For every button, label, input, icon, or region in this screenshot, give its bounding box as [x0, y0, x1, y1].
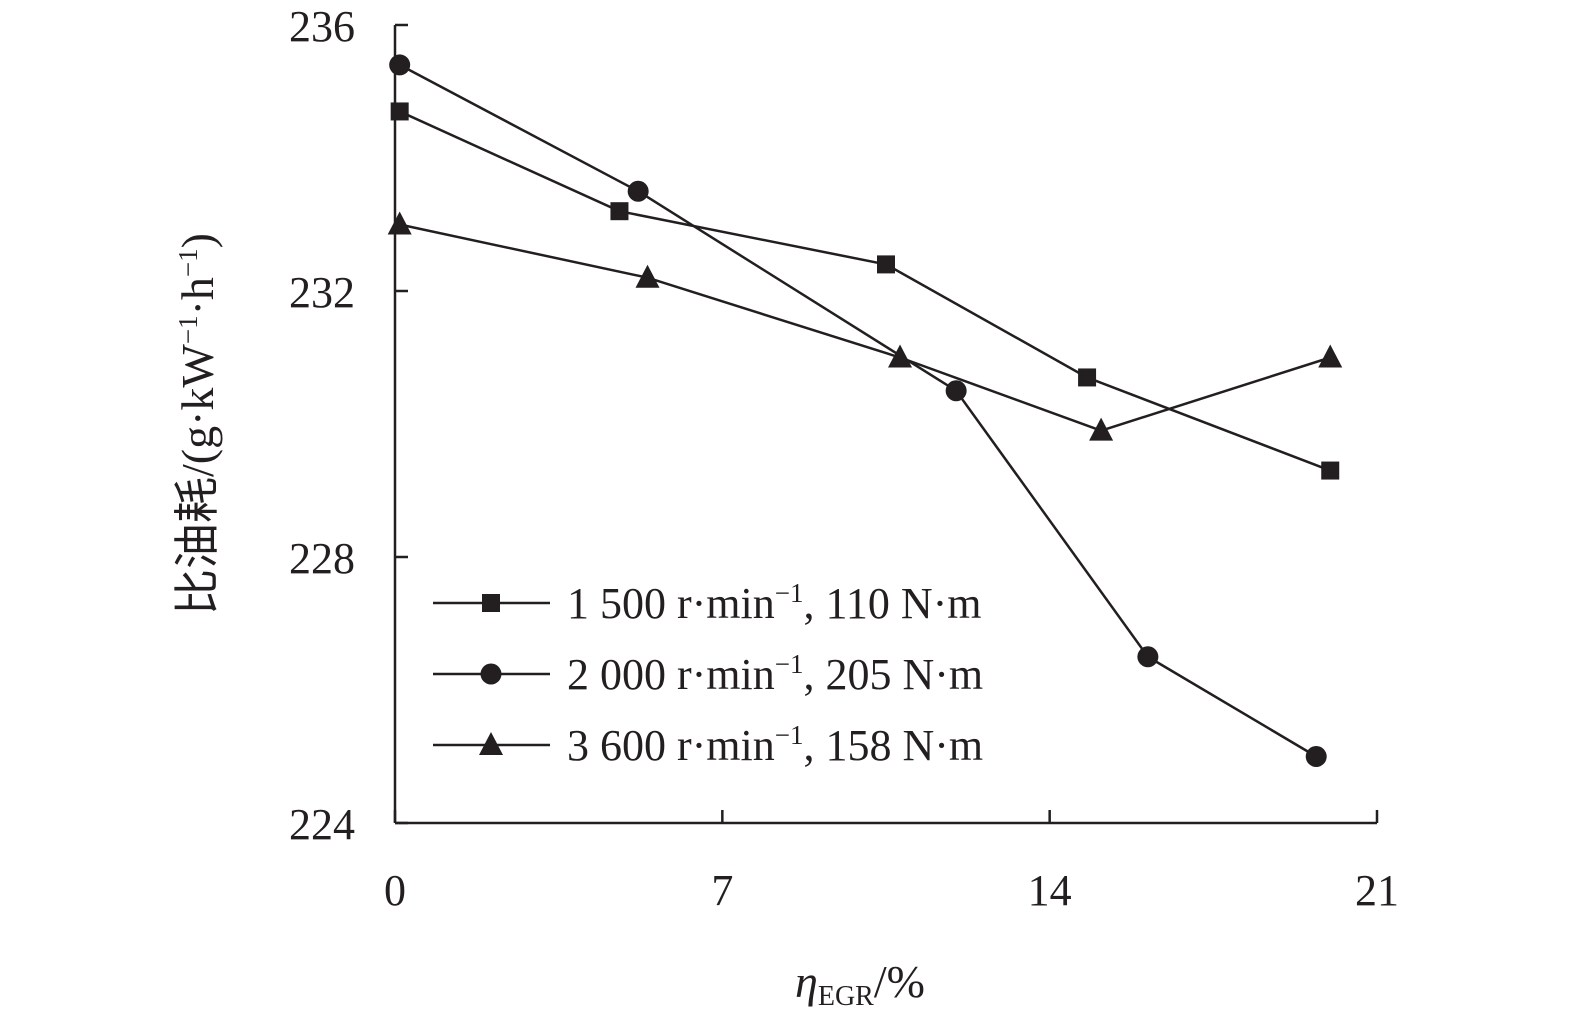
axes — [393, 25, 1377, 825]
legend-label: 2 000 r·min−1, 205 N·m — [567, 649, 983, 699]
x-tick-label: 14 — [1028, 866, 1072, 915]
legend-item: 1 500 r·min−1, 110 N·m — [433, 578, 982, 628]
series-layer — [387, 54, 1343, 767]
legend-label-suffix: , 110 N·m — [804, 579, 982, 628]
legend: 1 500 r·min−1, 110 N·m2 000 r·min−1, 205… — [433, 578, 983, 770]
legend-item: 3 600 r·min−1, 158 N·m — [433, 720, 983, 770]
legend-label: 1 500 r·min−1, 110 N·m — [567, 578, 982, 628]
data-point-triangle — [888, 344, 913, 368]
data-point-circle — [1137, 646, 1159, 668]
legend-label-suffix: , 158 N·m — [804, 721, 984, 770]
series-circle — [389, 54, 1327, 767]
data-point-square — [1321, 461, 1340, 480]
data-point-triangle — [635, 264, 660, 288]
legend-item: 2 000 r·min−1, 205 N·m — [433, 649, 983, 699]
data-point-triangle — [1089, 417, 1114, 441]
y-tick-label: 224 — [289, 800, 355, 849]
legend-label-sup: −1 — [775, 578, 804, 608]
data-point-circle — [389, 54, 411, 76]
x-axis-title-unit: /% — [874, 956, 925, 1007]
y-axis-title-sup2: −1 — [173, 248, 203, 277]
x-axis-title-symbol: η — [795, 956, 818, 1007]
y-axis-title-suffix: ) — [172, 233, 223, 248]
y-axis-title-sup1: −1 — [173, 315, 203, 344]
data-point-square — [877, 255, 895, 274]
legend-label-prefix: 1 500 r·min — [567, 579, 775, 628]
data-point-circle — [1305, 746, 1327, 767]
y-axis-title: 比油耗/(g·kW−1·h−1) — [172, 233, 223, 615]
legend-label-prefix: 2 000 r·min — [567, 650, 775, 699]
data-point-square — [610, 202, 629, 221]
legend-label-sup: −1 — [775, 720, 804, 750]
legend-label-prefix: 3 600 r·min — [567, 721, 775, 770]
y-axis-title-middle: ·h — [172, 277, 223, 315]
legend-label: 3 600 r·min−1, 158 N·m — [567, 720, 983, 770]
data-point-circle — [627, 180, 649, 202]
x-tick-label: 0 — [384, 866, 406, 915]
data-point-triangle — [387, 211, 412, 235]
x-tick-label: 21 — [1355, 866, 1399, 915]
y-tick-label: 236 — [289, 2, 355, 51]
x-axis-title-subscript: EGR — [818, 981, 874, 1012]
y-tick-label: 228 — [289, 534, 355, 583]
data-point-square — [390, 102, 409, 121]
y-axis-title-prefix: 比油耗/(g·kW — [172, 344, 223, 615]
series-triangle — [387, 211, 1343, 441]
data-point-triangle — [1318, 344, 1343, 368]
data-point-circle — [945, 380, 967, 402]
legend-marker-triangle — [479, 732, 503, 755]
tick-labels: 224 228 232 236 0 7 14 21 — [289, 2, 1399, 915]
legend-label-suffix: , 205 N·m — [804, 650, 984, 699]
legend-marker-square — [482, 594, 500, 612]
legend-label-sup: −1 — [775, 649, 804, 679]
ticks — [393, 23, 1379, 825]
legend-marker-circle — [480, 663, 502, 685]
y-tick-label: 232 — [289, 268, 355, 317]
x-tick-label: 7 — [711, 866, 733, 915]
data-point-square — [1078, 368, 1097, 387]
x-axis-title: ηEGR/% — [795, 956, 925, 1012]
